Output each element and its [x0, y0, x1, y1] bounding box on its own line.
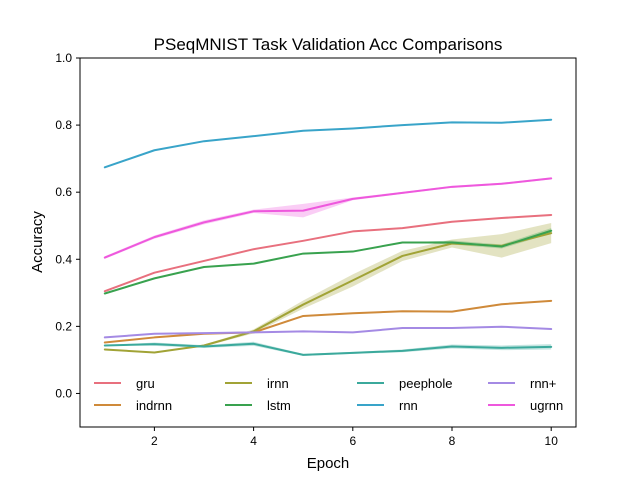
rnn-series-line [103, 118, 553, 169]
y-tick-label: 0.8 [55, 118, 72, 132]
y-tick-label: 0.6 [55, 185, 72, 199]
x-tick-label: 4 [250, 434, 257, 448]
legend-label-irnn: irnn [267, 376, 289, 391]
y-axis-label: Accuracy [29, 211, 46, 273]
y-tick-label: 0.4 [55, 252, 72, 266]
peephole-series-line [103, 342, 553, 356]
legend-label-indrnn: indrnn [136, 398, 172, 413]
legend-label-rnn: rnn [399, 398, 418, 413]
legend-label-lstm: lstm [267, 398, 291, 413]
x-tick-label: 8 [449, 434, 456, 448]
x-tick-label: 6 [349, 434, 356, 448]
y-axis-ticks: 0.0 0.2 0.4 0.6 0.8 1.0 [55, 51, 80, 400]
series-lines [103, 118, 553, 356]
x-tick-label: 2 [151, 434, 158, 448]
legend-label-rnn+: rnn+ [530, 376, 556, 391]
y-tick-label: 0.0 [55, 386, 72, 400]
legend-label-peephole: peephole [399, 376, 453, 391]
legend: gru indrnn irnn lstm peephole rnn rnn+ ugrnn [94, 376, 563, 413]
plot-area-frame [79, 57, 577, 428]
y-tick-label: 1.0 [55, 51, 72, 65]
irnn-confidence-band [104, 223, 552, 353]
rnn+-series-line [103, 325, 553, 339]
lstm-series-line [103, 229, 553, 295]
gru-series-line [103, 213, 553, 293]
indrnn-series-line [103, 299, 553, 344]
legend-label-gru: gru [136, 376, 155, 391]
x-tick-label: 10 [545, 434, 559, 448]
chart-title: PSeqMNIST Task Validation Acc Comparison… [154, 35, 503, 54]
x-axis-ticks: 2 4 6 8 10 [151, 427, 558, 448]
x-axis-label: Epoch [307, 455, 350, 472]
legend-label-ugrnn: ugrnn [530, 398, 563, 413]
ugrnn-series-line [103, 177, 553, 259]
y-tick-label: 0.2 [55, 319, 72, 333]
